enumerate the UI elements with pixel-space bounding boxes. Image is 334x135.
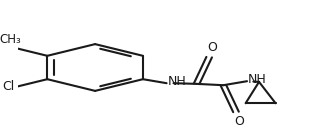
Text: O: O [234,115,244,128]
Text: O: O [207,41,217,54]
Text: NH: NH [248,73,267,86]
Text: NH: NH [168,75,186,88]
Text: CH₃: CH₃ [0,33,21,45]
Text: Cl: Cl [2,80,14,93]
